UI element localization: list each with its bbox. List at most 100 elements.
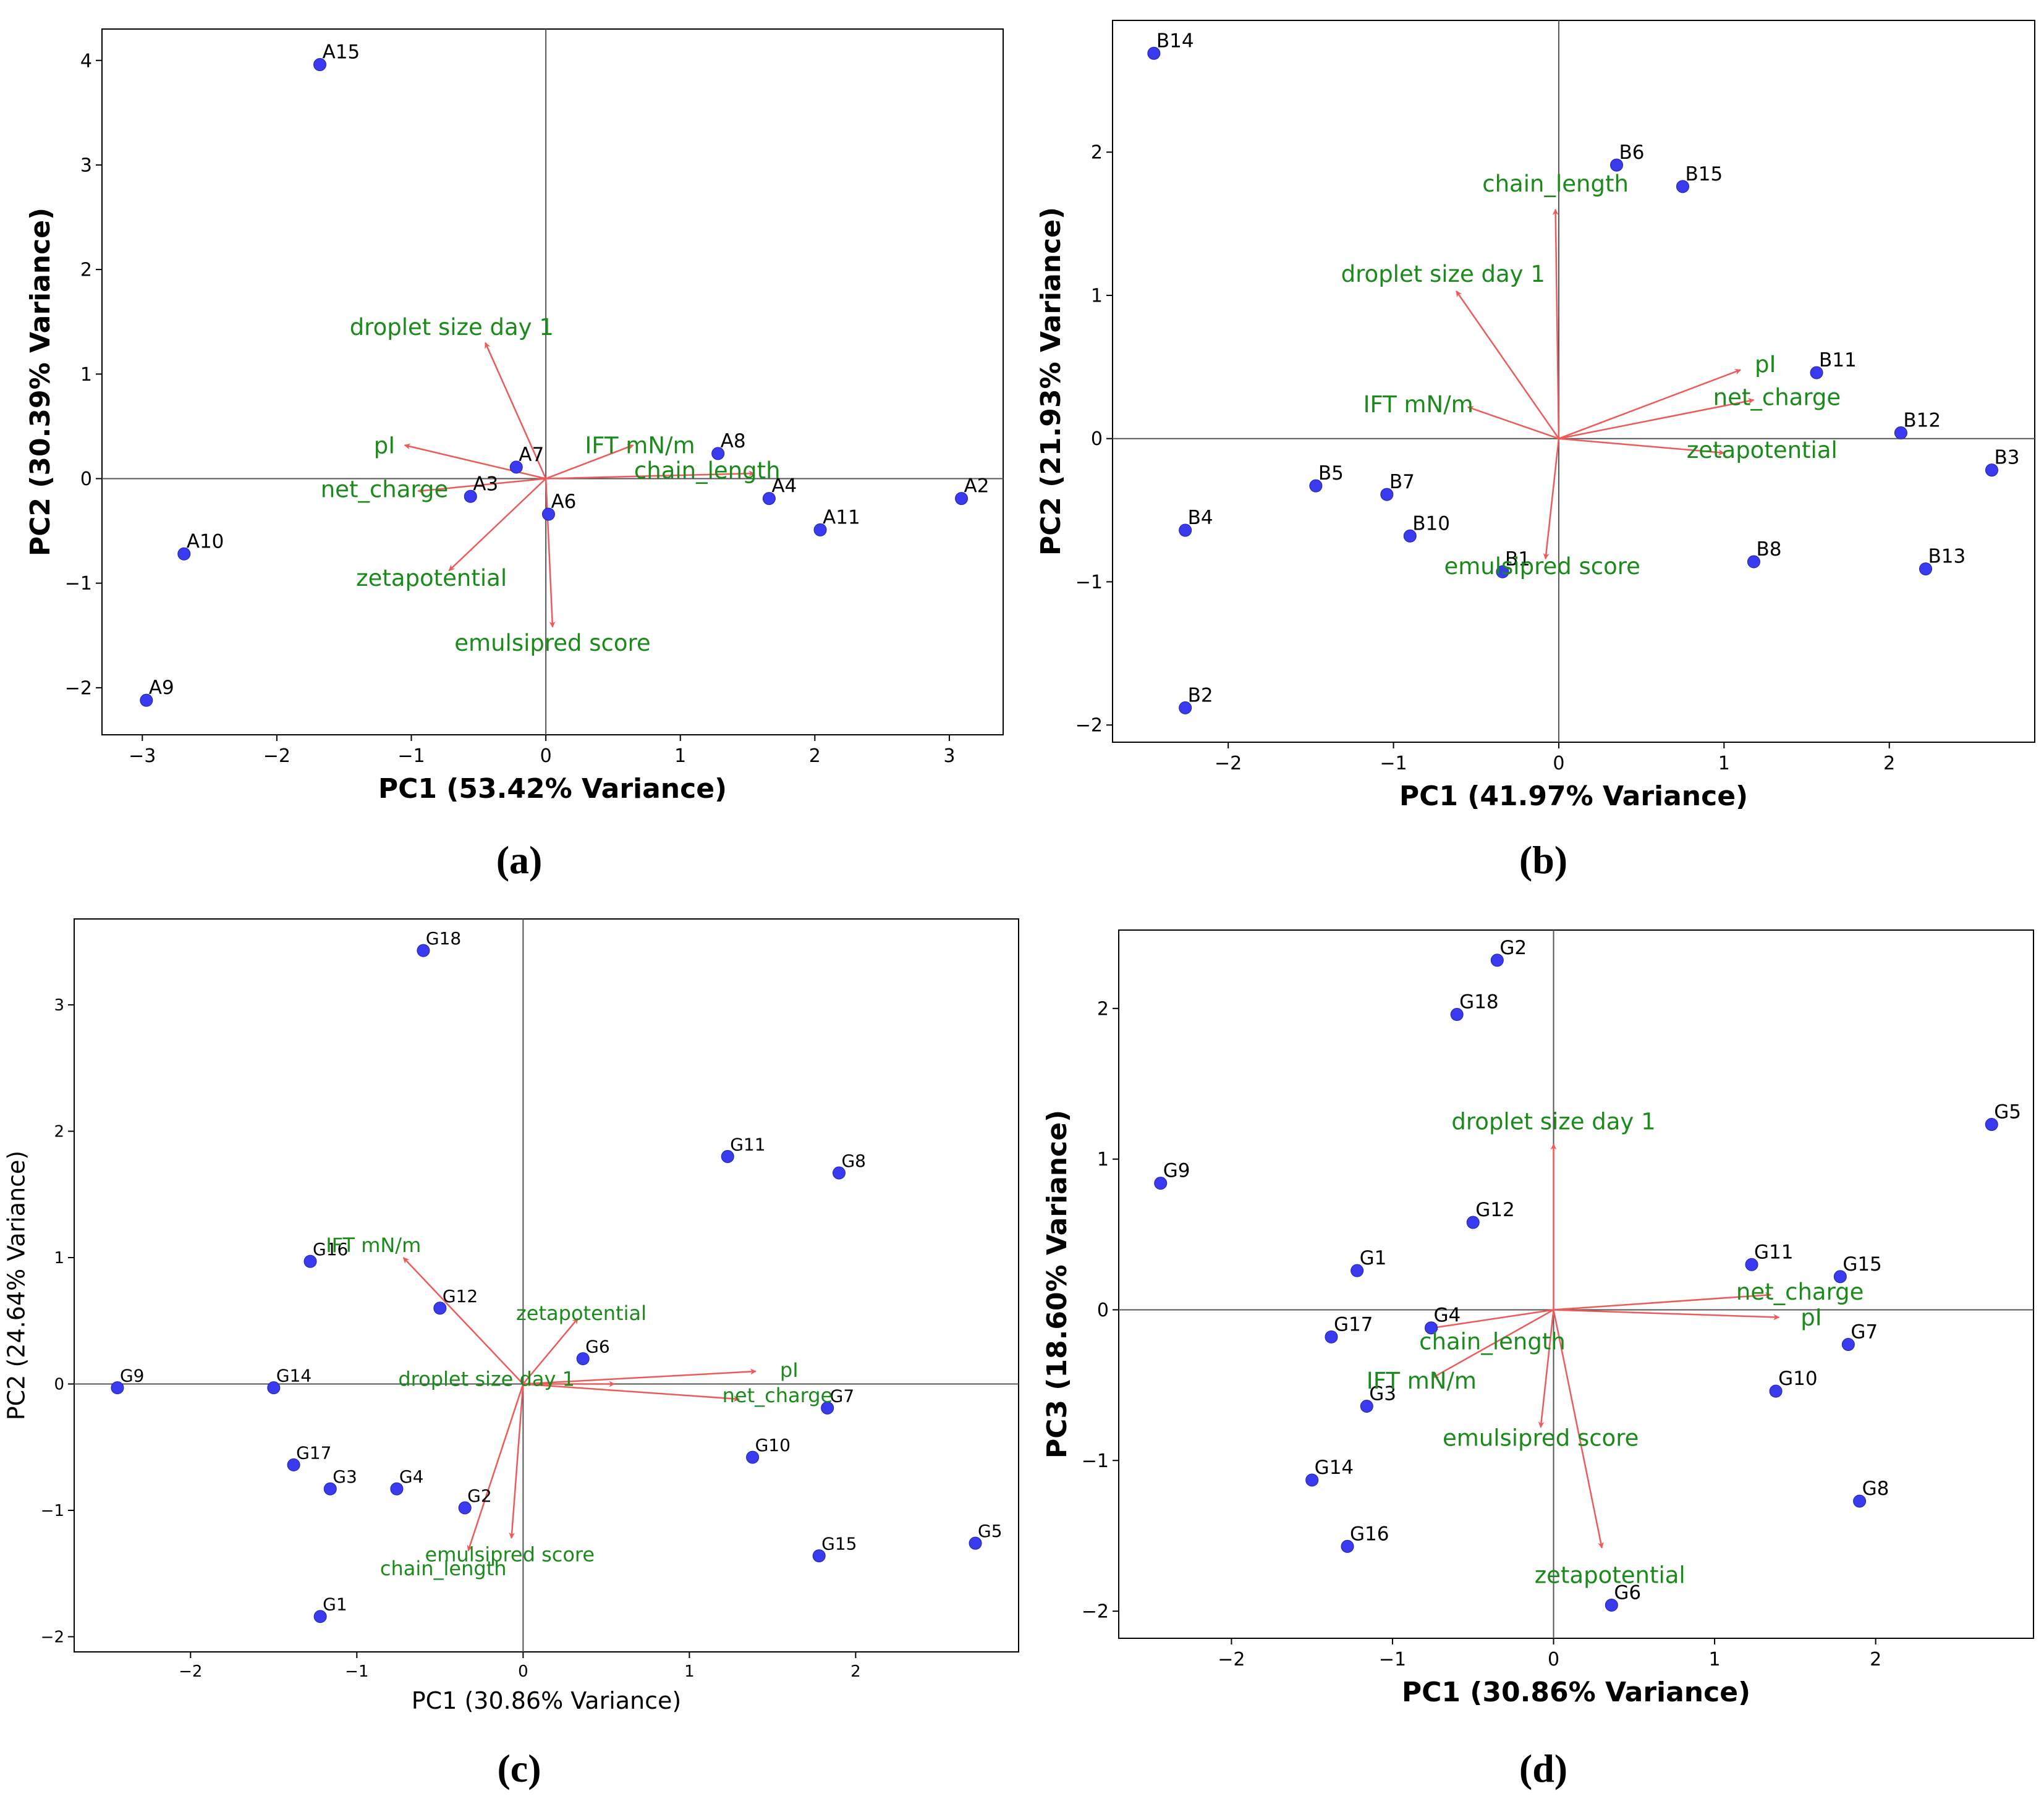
point-label: A4: [771, 475, 797, 497]
data-point: [721, 1149, 734, 1163]
panel-label-d: (d): [1519, 1746, 1568, 1790]
point-label: G11: [1754, 1241, 1793, 1263]
data-point: [177, 547, 191, 561]
data-point: [140, 693, 153, 707]
data-point: [1605, 1598, 1618, 1612]
data-point: [1810, 366, 1823, 379]
panel-a: −3 −2 −1 0 1 2 3 −2 −1 0 1 2 3 4 PC1 (53.42% Variance)…: [25, 28, 1004, 805]
panel-label-a: (a): [496, 838, 543, 882]
data-point: [832, 1166, 846, 1180]
x-tick-label: 0: [518, 1662, 528, 1681]
y-tick-label: 4: [80, 50, 92, 72]
loading-arrow: [545, 444, 634, 480]
loading-arrow: [485, 342, 547, 480]
data-point: [1403, 529, 1417, 543]
loading-arrow: [1456, 290, 1559, 439]
data-point: [1325, 1330, 1338, 1344]
x-tick-label: 0: [1548, 1649, 1559, 1670]
data-point: [1985, 1118, 1998, 1132]
loading-label: zetapotential: [1535, 1562, 1686, 1589]
point-label: B3: [1994, 447, 2019, 469]
data-point: [813, 523, 827, 536]
loading-arrow: [545, 478, 556, 628]
loading-label: net_charge: [321, 476, 449, 502]
data-point: [1919, 562, 1933, 576]
data-point: [1341, 1539, 1354, 1553]
loading-label: droplet size day 1: [398, 1368, 575, 1391]
loading-arrow: [1432, 1309, 1554, 1379]
point-label: B4: [1188, 507, 1213, 529]
data-point: [267, 1381, 281, 1395]
point-label: G15: [1843, 1253, 1881, 1276]
y-tick-label: −2: [41, 1628, 64, 1647]
data-point: [541, 507, 555, 521]
loading-arrow: [1543, 438, 1560, 560]
point-label: B1: [1505, 548, 1530, 570]
x-tick-label: 1: [1718, 753, 1730, 774]
x-tick-label: −1: [1380, 753, 1407, 774]
point-label: G1: [323, 1594, 347, 1615]
loading-label: IFT mN/m: [585, 432, 695, 459]
loading-label: IFT mN/m: [1363, 391, 1474, 418]
point-label: G2: [467, 1486, 492, 1506]
loading-label: IFT mN/m: [326, 1234, 421, 1257]
loading-arrow: [1432, 1309, 1554, 1331]
x-tick-label: 2: [1870, 1649, 1881, 1670]
loading-label: emulsipred score: [425, 1543, 595, 1567]
loading-label: droplet size day 1: [1341, 261, 1545, 287]
y-tick-label: −2: [1075, 715, 1103, 737]
data-point: [1147, 46, 1161, 60]
y-tick-label: −1: [1082, 1450, 1109, 1472]
data-point: [323, 1482, 337, 1496]
loading-label: net_charge: [1713, 384, 1841, 410]
x-tick-label: −2: [1218, 1649, 1245, 1670]
point-label: G7: [830, 1386, 855, 1406]
y-tick-label: 2: [54, 1123, 64, 1141]
point-label: B8: [1756, 538, 1781, 561]
point-label: A10: [187, 530, 224, 552]
data-point: [417, 944, 430, 957]
loading-arrow: [467, 1384, 524, 1552]
loading-label: pI: [1755, 351, 1776, 378]
point-label: G1: [1360, 1247, 1387, 1269]
x-tick-label: −2: [263, 745, 290, 767]
loading-label: pI: [1800, 1305, 1821, 1331]
x-tick-label: 3: [943, 745, 955, 767]
y-tick-label: −1: [1075, 572, 1103, 593]
point-label: G18: [426, 928, 461, 949]
data-point: [390, 1482, 404, 1496]
data-point: [1676, 180, 1689, 193]
point-label: A15: [323, 41, 360, 64]
loading-arrow: [509, 1384, 524, 1539]
point-label: G14: [276, 1366, 312, 1386]
loading-label: droplet size day 1: [350, 314, 554, 341]
loading-label: chain_length: [380, 1557, 507, 1580]
data-point: [1305, 1473, 1319, 1487]
y-axis-label: PC2 (30.39% Variance): [25, 208, 56, 556]
x-tick-label: −1: [345, 1662, 368, 1681]
data-point: [1360, 1400, 1373, 1413]
point-label: G4: [399, 1466, 424, 1487]
data-point: [1154, 1177, 1168, 1190]
panel-c: −2 −1 0 1 2 −2 −1 0 1 2 3 PC1 (30.86% Variance) PC2 …: [2, 918, 1019, 1714]
point-label: G16: [1350, 1523, 1389, 1545]
loading-label: net_charge: [1736, 1279, 1864, 1305]
point-label: G3: [333, 1466, 357, 1487]
point-label: B5: [1318, 462, 1344, 485]
loading-label: emulsipred score: [1444, 553, 1640, 580]
point-label: G6: [1614, 1581, 1641, 1604]
point-label: A7: [519, 444, 544, 466]
y-tick-label: 2: [1097, 998, 1109, 1020]
point-label: G12: [1475, 1199, 1514, 1221]
x-tick-label: 1: [684, 1662, 695, 1681]
loading-label: droplet size day 1: [1451, 1109, 1655, 1135]
data-point: [1466, 1216, 1480, 1229]
loading-label: emulsipred score: [1443, 1425, 1639, 1452]
loading-arrow: [523, 1383, 740, 1402]
loading-arrow: [1538, 1310, 1554, 1428]
data-point: [711, 447, 725, 460]
point-label: G17: [296, 1442, 331, 1463]
loading-label: chain_length: [1419, 1329, 1566, 1355]
y-axis-label: PC3 (18.60% Variance): [1041, 1110, 1073, 1458]
x-tick-label: −3: [129, 745, 156, 767]
